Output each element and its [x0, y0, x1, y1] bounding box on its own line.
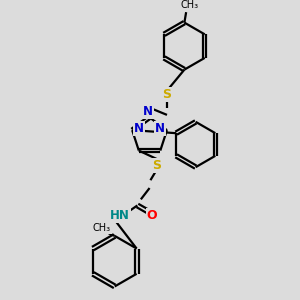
Text: N: N [143, 105, 153, 118]
Text: O: O [147, 209, 158, 222]
Text: CH₃: CH₃ [181, 0, 199, 10]
Text: CH₃: CH₃ [93, 223, 111, 233]
Text: N: N [134, 122, 144, 135]
Text: N: N [155, 122, 165, 135]
Text: S: S [152, 159, 161, 172]
Text: S: S [163, 88, 172, 100]
Text: HN: HN [110, 209, 130, 222]
